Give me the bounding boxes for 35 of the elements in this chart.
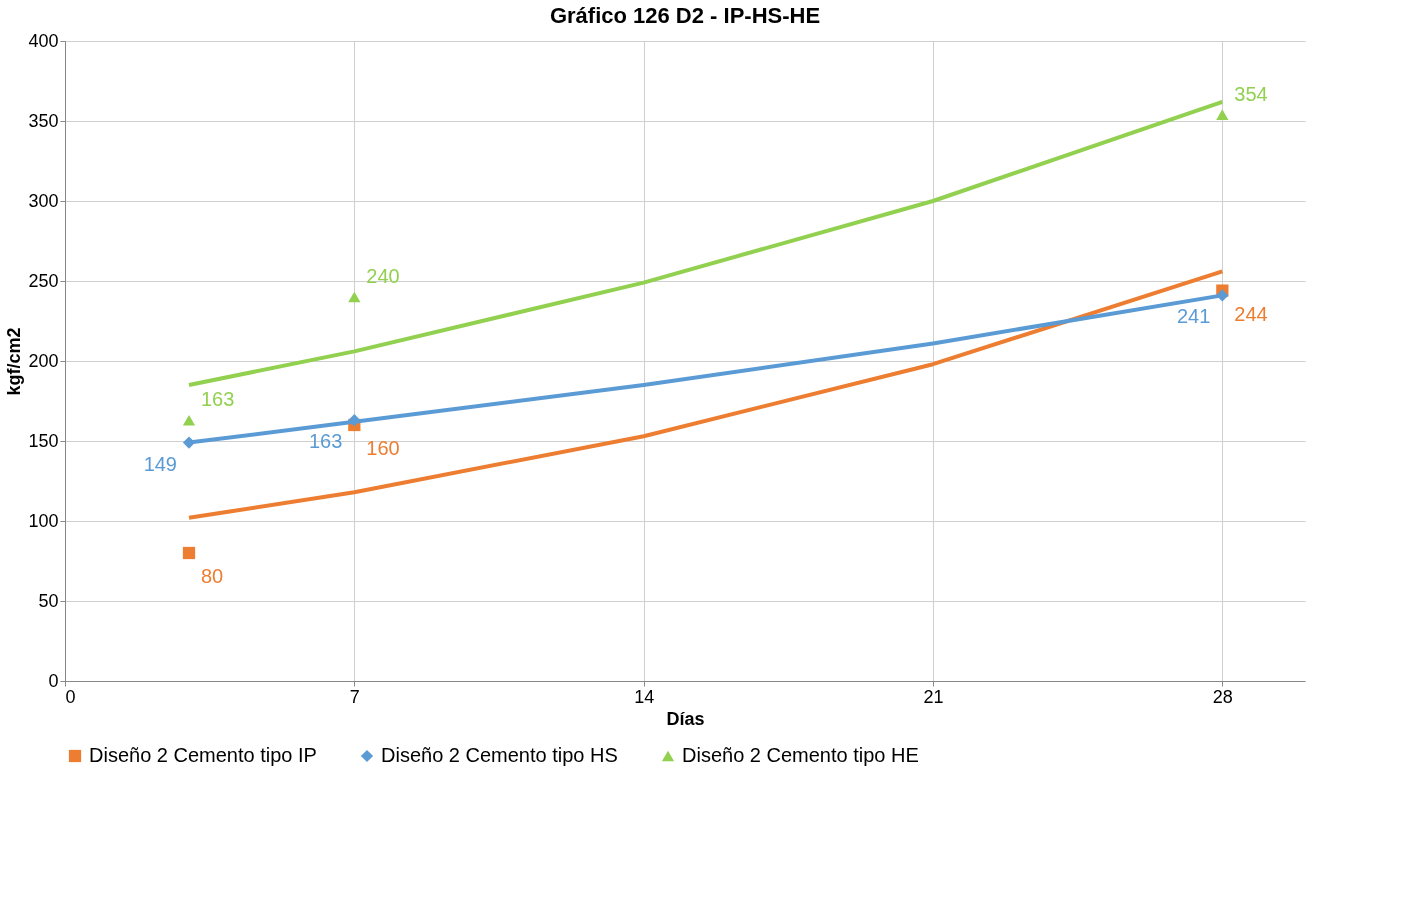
chart-title: Gráfico 126 D2 - IP-HS-HE	[549, 3, 821, 28]
data-label: 354	[1234, 82, 1268, 105]
y-tick-label: 300	[28, 190, 59, 211]
y-tick-label: 0	[48, 670, 59, 691]
x-tick-label: 7	[349, 686, 360, 707]
y-tick-label: 150	[28, 430, 59, 451]
y-tick-label: 250	[28, 270, 59, 291]
point	[348, 291, 361, 303]
legend-label: Diseño 2 Cemento tipo HS	[381, 744, 618, 766]
y-tick-label: 350	[28, 110, 59, 131]
x-axis-title: Días	[666, 708, 705, 729]
data-label: 240	[366, 265, 400, 287]
line-series	[187, 99, 1225, 387]
x-tick-label: 21	[923, 686, 944, 707]
y-tick-label: 50	[38, 590, 59, 611]
x-tick-label: 0	[65, 686, 76, 707]
data-label: 149	[143, 452, 177, 475]
data-label: 160	[366, 437, 400, 459]
point	[182, 546, 196, 560]
line-series	[187, 269, 1225, 520]
legend-label: Diseño 2 Cemento tipo HE	[682, 744, 919, 766]
data-label: 241	[1176, 305, 1211, 328]
y-tick-label: 100	[28, 510, 59, 531]
x-tick-label: 14	[634, 686, 655, 707]
y-tick-label: 400	[28, 30, 59, 51]
legend-label: Diseño 2 Cemento tipo IP	[89, 744, 317, 766]
y-axis-title: kgf/cm2	[4, 327, 25, 396]
point	[182, 414, 196, 426]
y-tick-label: 200	[28, 350, 59, 371]
data-label: 163	[308, 430, 343, 453]
data-label: 80	[201, 565, 224, 587]
x-tick-label: 28	[1212, 686, 1233, 707]
data-label: 163	[201, 388, 235, 411]
data-label: 244	[1234, 302, 1268, 325]
point	[1216, 109, 1229, 120]
